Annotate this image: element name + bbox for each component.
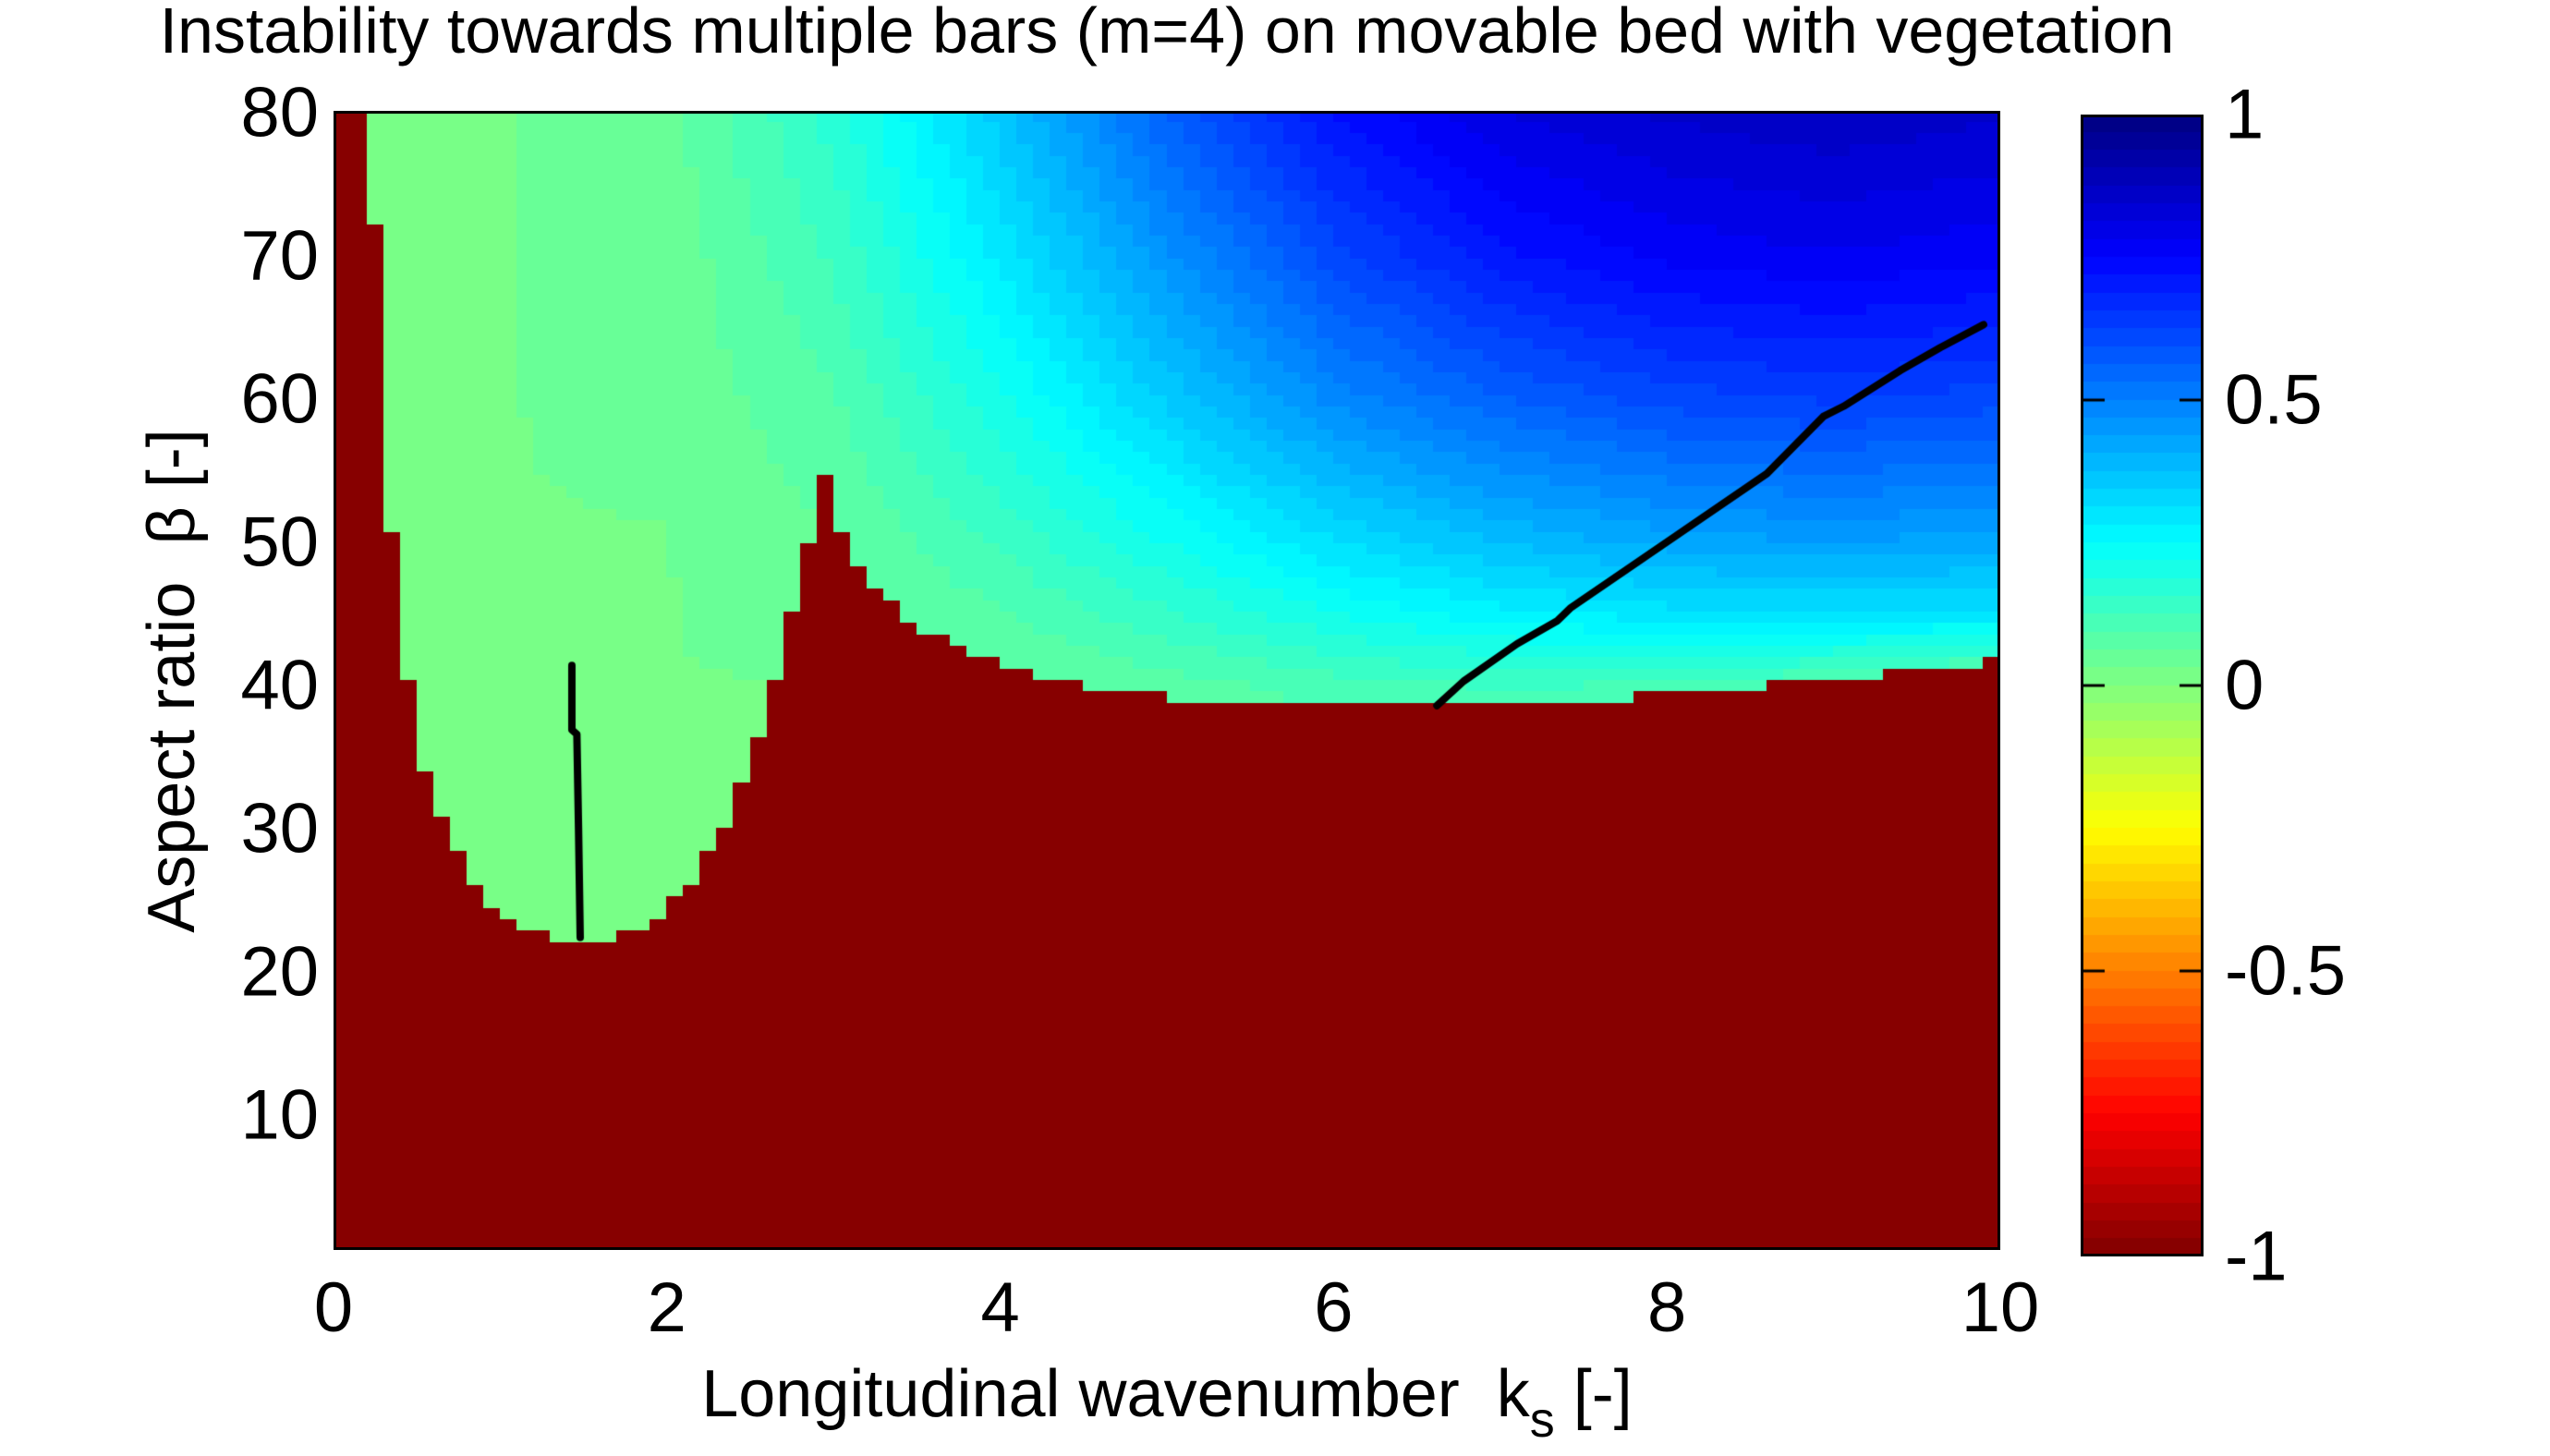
chart-title: Instability towards multiple bars (m=4) … <box>159 0 2175 67</box>
x-axis-label-subscript: s <box>1529 1392 1555 1448</box>
x-tick-label: 4 <box>980 1268 1020 1347</box>
colorbar <box>2081 115 2204 1256</box>
x-axis-label-unit: [-] <box>1554 1357 1633 1431</box>
x-tick-label: 8 <box>1647 1268 1687 1347</box>
x-axis-label: Longitudinal wavenumber ks [-] <box>701 1356 1633 1449</box>
colorbar-tick-label: 0 <box>2225 646 2265 725</box>
y-tick-label: 10 <box>240 1075 319 1155</box>
colorbar-tick-label: -1 <box>2225 1217 2288 1296</box>
y-tick-label: 40 <box>240 646 319 725</box>
x-tick-label: 10 <box>1961 1268 2040 1347</box>
y-tick-label: 60 <box>240 359 319 439</box>
x-tick-label: 0 <box>313 1268 354 1347</box>
heatmap-canvas <box>334 111 2000 1250</box>
y-tick-label: 70 <box>240 216 319 296</box>
colorbar-tick-label: 0.5 <box>2225 360 2323 440</box>
y-tick-label: 50 <box>240 503 319 582</box>
x-axis-label-main: Longitudinal wavenumber k <box>701 1357 1530 1431</box>
x-tick-label: 6 <box>1314 1268 1354 1347</box>
colorbar-tick-label: -0.5 <box>2225 931 2346 1011</box>
y-tick-label: 20 <box>240 932 319 1012</box>
colorbar-tick-label: 1 <box>2225 75 2265 154</box>
x-tick-label: 2 <box>647 1268 686 1347</box>
y-tick-label: 30 <box>240 789 319 868</box>
y-axis-label: Aspect ratio β [-] <box>135 429 209 933</box>
y-tick-label: 80 <box>240 73 319 152</box>
